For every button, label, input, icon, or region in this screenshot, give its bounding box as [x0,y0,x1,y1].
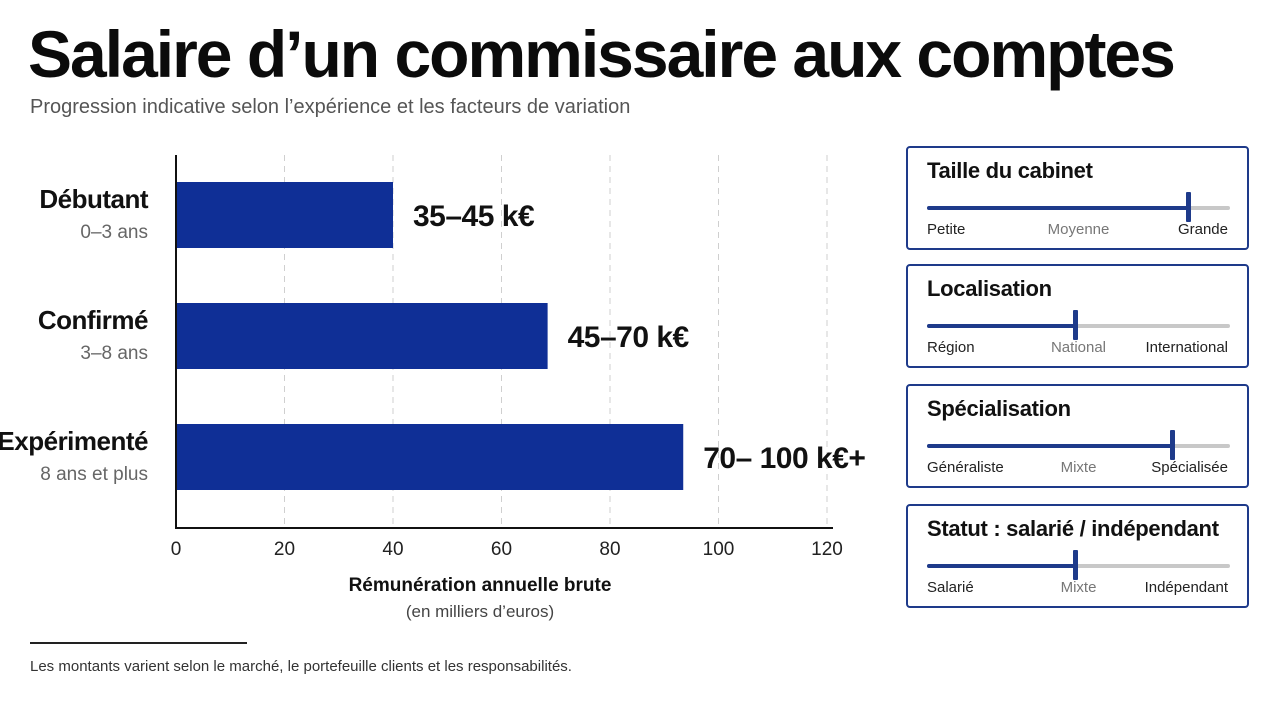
category-sublabel: 0–3 ans [80,222,148,243]
factor-scale-label: Grande [1177,221,1228,238]
factor-scale-label: Généraliste [927,459,1004,476]
factor-level-marker [1073,310,1079,340]
factor-card: Statut : salarié / indépendant Salarié Mix… [906,504,1249,608]
x-axis-title: Rémunération annuelle brute [349,575,612,596]
factor-level-marker [1185,192,1191,222]
footnote: Les montants varient selon le marché, le… [30,658,572,675]
category-sublabel: 8 ans et plus [40,464,148,485]
x-tick-label: 120 [811,539,843,560]
factor-level-marker [1073,550,1079,580]
x-tick-label: 20 [274,539,295,560]
factor-scale-label: Région [927,339,975,356]
factor-scale-label: International [1145,339,1228,356]
factor-scale-label: Spécialisée [1151,459,1228,476]
factor-level-marker [1170,430,1176,460]
category-label: Expérimenté [0,426,148,456]
factor-level-fill [927,444,1173,448]
factor-scale-label: Mixte [1060,459,1097,476]
category-sublabel: 3–8 ans [80,343,148,364]
bar [176,182,393,248]
factor-card: Taille du cabinet Petite Moyenne Grande [906,146,1249,250]
factor-title: Localisation [927,276,1052,301]
x-tick-label: 80 [599,539,620,560]
page-title: Salaire d’un commissaire aux comptes [28,17,1176,91]
factor-level-fill [927,564,1076,568]
page-subtitle: Progression indicative selon l’expérienc… [30,96,631,118]
x-axis-subtitle: (en milliers d’euros) [406,602,554,621]
x-tick-label: 0 [171,539,182,560]
factor-level-fill [927,206,1188,210]
x-tick-label: 100 [703,539,735,560]
factor-level-track [927,550,1230,580]
footnote-divider [30,642,247,644]
x-tick-label: 60 [491,539,512,560]
bar [176,424,684,490]
factor-title: Statut : salarié / indépendant [927,516,1219,541]
factor-level-fill [927,324,1076,328]
factor-level-track [927,192,1230,222]
factor-scale-label: Indépendant [1144,579,1228,596]
factor-card: Localisation Région National International [906,264,1249,368]
category-label: Débutant [39,184,149,214]
factor-title: Taille du cabinet [927,158,1093,183]
factor-scale-label: Salarié [927,579,974,596]
factor-scale-label: Petite [927,221,966,238]
salary-bar-chart: 35–45 k€ Débutant 0–3 ans 45–70 k€ Confirmé 3… [0,155,866,621]
factor-scale-label: National [1050,339,1107,356]
factor-card: Spécialisation Généraliste Mixte Spécialisé… [906,384,1249,488]
factor-scale-label: Moyenne [1047,221,1110,238]
bar [176,303,548,369]
category-label: Confirmé [38,305,148,335]
x-tick-label: 40 [382,539,403,560]
bar-value-label: 70– 100 k€+ [703,442,865,475]
factor-level-track [927,310,1230,340]
factor-level-track [927,430,1230,460]
bar-value-label: 45–70 k€ [568,321,690,354]
factor-scale-label: Mixte [1060,579,1097,596]
factor-title: Spécialisation [927,396,1071,421]
bar-value-label: 35–45 k€ [413,200,535,233]
